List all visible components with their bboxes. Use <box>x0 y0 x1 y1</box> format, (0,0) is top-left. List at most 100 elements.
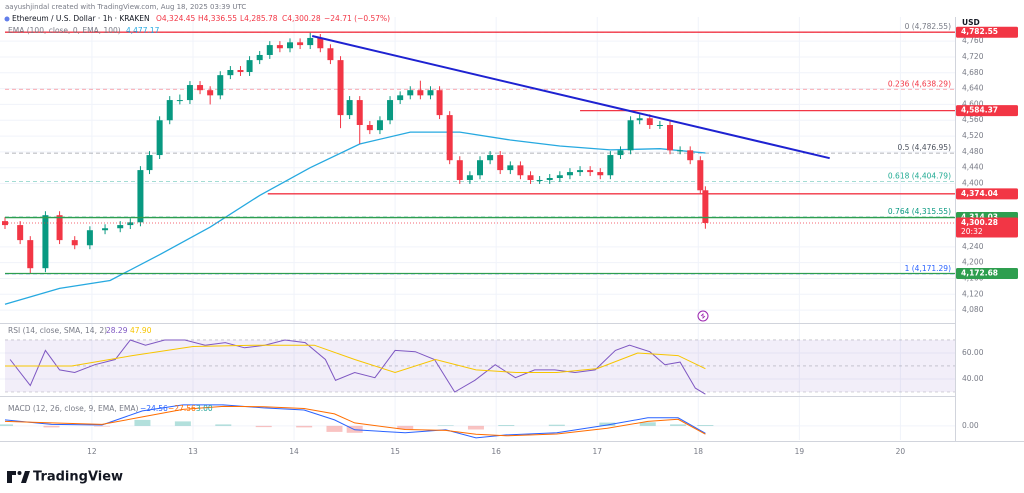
y-tick-label: 0.00 <box>962 421 979 430</box>
ohlc-open: O4,324.45 <box>156 14 196 23</box>
macd-histogram-bar <box>0 424 13 426</box>
candle-body <box>677 150 684 152</box>
level-price-label: 4,584.37 <box>961 106 998 115</box>
candle-body <box>366 124 373 131</box>
logo-shape <box>7 471 16 483</box>
last-price-label: 4,300.28 <box>961 218 998 227</box>
y-tick-label: 60.00 <box>962 348 984 357</box>
y-tick-label: 4,520 <box>962 131 984 140</box>
fib-label: 0 (4,782.55) <box>905 22 951 31</box>
event-icon-glyph <box>700 313 706 319</box>
candle-body <box>387 100 394 121</box>
candle-body <box>702 190 709 223</box>
fib-label: 1 (4,171.29) <box>905 264 951 273</box>
fib-label: 1.236 (4,027.03) <box>888 321 951 330</box>
candle-body <box>556 175 563 179</box>
last-price-box <box>956 217 1018 238</box>
trendline <box>311 35 830 160</box>
y-tick-label: 4,480 <box>962 147 984 156</box>
y-tick-label: 4,080 <box>962 305 984 314</box>
macd-line <box>4 405 706 437</box>
macd-histogram-bar <box>670 424 687 426</box>
candle-body <box>566 172 573 176</box>
axes: 1213141516171819204,0804,1204,1604,2004,… <box>87 26 1018 456</box>
candle-body <box>456 160 463 180</box>
fib-label: 0.764 (4,315.55) <box>888 207 951 216</box>
macd-histogram-bar <box>94 425 111 427</box>
event-icon[interactable] <box>697 310 709 322</box>
y-tick-label: 4,240 <box>962 242 984 251</box>
candle-body <box>317 37 324 49</box>
macd-histogram-bar <box>599 422 616 426</box>
macd-histogram-bar <box>467 425 484 430</box>
x-tick-label: 15 <box>390 447 400 456</box>
macd-histogram-bar <box>697 425 714 426</box>
candle-body <box>276 45 283 49</box>
y-tick-label: 4,720 <box>962 52 984 61</box>
candle-body <box>646 118 653 125</box>
candle-body <box>507 165 514 171</box>
candle-body <box>227 70 234 76</box>
candle-body <box>446 115 453 161</box>
candle-body <box>27 240 34 269</box>
x-tick-label: 14 <box>289 447 299 456</box>
ohlc-close: C4,300.28 <box>282 14 321 23</box>
candle-body <box>527 175 534 180</box>
y-tick-label: 4,760 <box>962 36 984 45</box>
candle-body <box>71 240 78 246</box>
price-change: −24.71 (−0.57%) <box>324 14 390 23</box>
candle-body <box>407 90 414 96</box>
signal-legend-value: −27.56 <box>168 404 196 413</box>
rsi-pane <box>5 339 955 395</box>
macd-histogram-bar <box>548 424 565 426</box>
candle-body <box>156 120 163 156</box>
candle-body <box>597 172 604 176</box>
candle-body <box>697 160 704 191</box>
macd-histogram-bar <box>43 425 60 428</box>
level-price-label: 4,782.55 <box>961 27 998 36</box>
candle-body <box>587 170 594 173</box>
y-tick-label: 4,600 <box>962 99 984 108</box>
candle-body <box>237 70 244 72</box>
level-price-box <box>956 267 1018 279</box>
candle-body <box>176 100 183 102</box>
histogram-legend-value: 3.00 <box>196 404 213 413</box>
macd-histogram-bar <box>255 425 272 428</box>
macd-histogram-bar <box>326 425 343 432</box>
candle-body <box>487 155 494 161</box>
rsi-legend-value: 28.29 <box>106 326 128 335</box>
ema-legend: EMA (100, close, 0, EMA, 100) <box>8 26 121 35</box>
candle-body <box>86 230 93 246</box>
macd-histogram-bar <box>397 425 414 430</box>
candle-body <box>207 90 214 96</box>
macd-histogram-bar <box>296 425 313 428</box>
candle-body <box>577 170 584 173</box>
candle-body <box>397 95 404 101</box>
x-tick-label: 12 <box>87 447 97 456</box>
candle-body <box>17 225 24 241</box>
ema-legend-value: 4,477.17 <box>126 26 160 35</box>
rsi-sma-legend-value: 47.90 <box>130 326 152 335</box>
candle-body <box>127 222 134 226</box>
candle-body <box>137 170 144 223</box>
macd-line <box>4 404 706 439</box>
candle-body <box>536 179 543 181</box>
x-tick-label: 19 <box>795 447 805 456</box>
credit: aayushjindal created with TradingView.co… <box>5 3 246 11</box>
candle-body <box>186 85 193 101</box>
candle-body <box>376 120 383 131</box>
rsi-legend: RSI (14, close, SMA, 14, 2) <box>8 326 107 335</box>
x-tick-label: 17 <box>592 447 602 456</box>
candle-body <box>166 100 173 121</box>
y-tick-label: 4,680 <box>962 68 984 77</box>
candle-body <box>197 85 204 91</box>
fib-label: 0.5 (4,476.95) <box>897 143 951 152</box>
candle-body <box>477 160 483 176</box>
candle-body <box>146 155 153 171</box>
grid <box>0 17 955 440</box>
candle-body <box>256 54 263 61</box>
candle-body <box>617 150 624 156</box>
candle-body <box>546 178 553 180</box>
macd-legend-value: −24.56 <box>140 404 168 413</box>
